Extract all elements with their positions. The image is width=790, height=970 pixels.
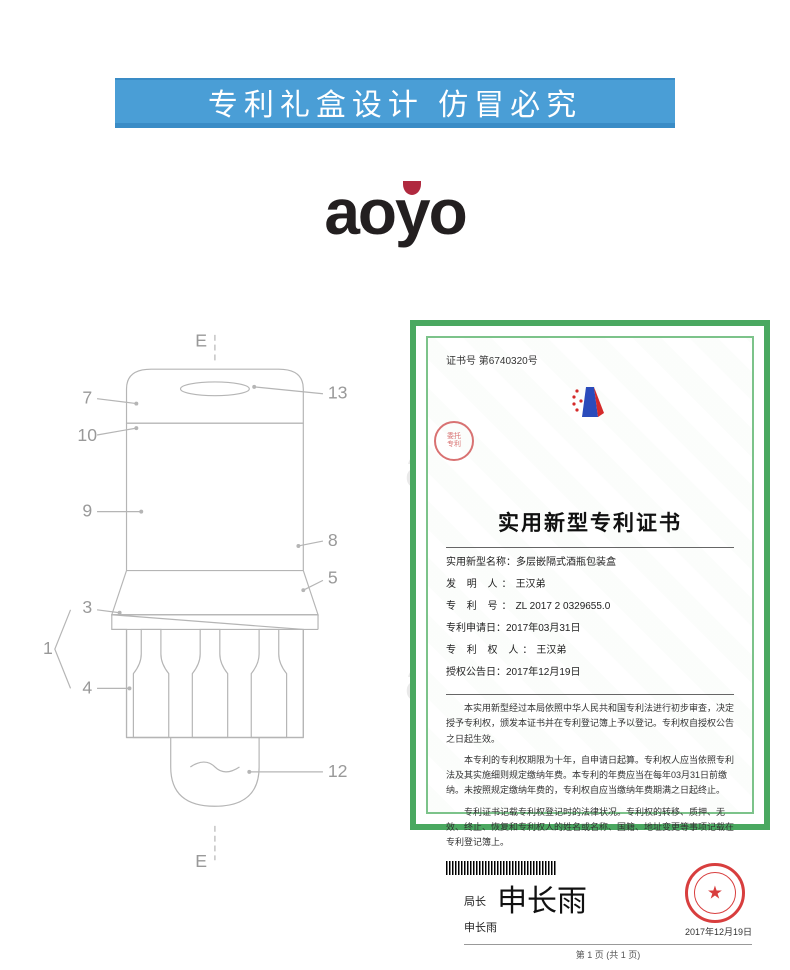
cert-number: 证书号 第6740320号: [446, 352, 734, 367]
top-seal-icon: 委托专利: [434, 421, 474, 461]
callout-4: 4: [82, 677, 92, 697]
cert-page: 第 1 页 (共 1 页): [464, 944, 752, 961]
callout-5: 5: [328, 567, 338, 587]
cert-body-p3: 专利证书记载专利权登记时的法律状况。专利权的转移、质押、无效、终止、恢复和专利权…: [446, 805, 734, 851]
logo-part-y: y: [395, 175, 429, 249]
cnipa-emblem-icon: [568, 379, 612, 423]
logo-part-ao: ao: [324, 176, 395, 248]
callout-9: 9: [82, 501, 92, 521]
patent-certificate: 证书号 第6740320号 委托专利 实用新型专利证书 实用新型名称：多层嵌隔式…: [410, 320, 770, 830]
diagram-label-e-top: E: [195, 331, 207, 351]
logo: aoyo: [0, 175, 790, 249]
callout-8: 8: [328, 530, 338, 550]
cert-date: 2017年12月19日: [685, 925, 752, 938]
director-name-print: 申长雨: [464, 922, 497, 934]
callout-10: 10: [77, 425, 97, 445]
cert-title: 实用新型专利证书: [446, 507, 734, 537]
callout-12: 12: [328, 761, 348, 781]
patent-diagram: E E 7 10 13 9 8 5: [40, 325, 380, 875]
diagram-label-e-bottom: E: [195, 851, 207, 871]
logo-part-o: o: [429, 176, 466, 248]
cert-fields: 实用新型名称：多层嵌隔式酒瓶包装盒 发 明 人：王汉弟 专 利 号：ZL 201…: [446, 552, 734, 684]
callout-13: 13: [328, 383, 348, 403]
signature: 申长雨: [497, 878, 587, 926]
director-label: 局长: [464, 896, 486, 908]
callout-7: 7: [82, 388, 92, 408]
cert-body-p2: 本专利的专利权期限为十年，自申请日起算。专利权人应当依照专利法及其实施细则规定缴…: [446, 753, 734, 799]
callout-3: 3: [82, 597, 92, 617]
cert-body-p1: 本实用新型经过本局依照中华人民共和国专利法进行初步审查，决定授予专利权，颁发本证…: [446, 701, 734, 747]
banner-text: 专利礼盒设计 仿冒必究: [208, 80, 582, 124]
banner: 专利礼盒设计 仿冒必究: [115, 78, 675, 128]
callout-1: 1: [43, 638, 53, 658]
official-seal-icon: ★: [685, 863, 745, 923]
